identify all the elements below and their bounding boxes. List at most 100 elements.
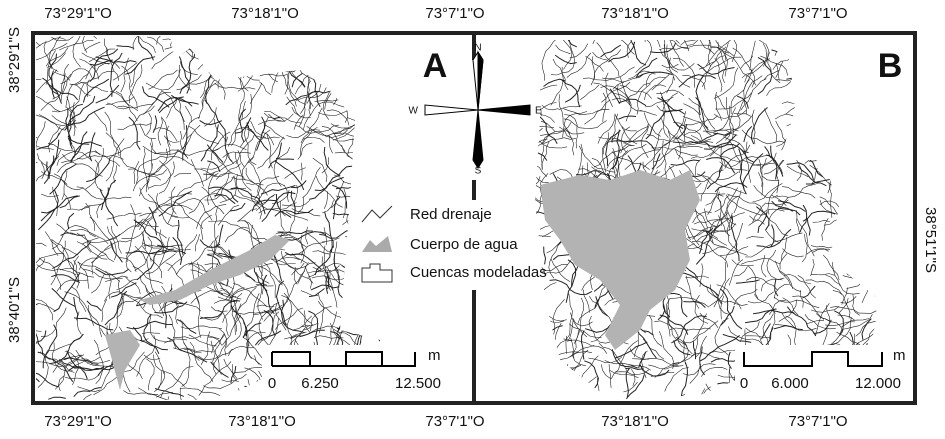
stream [208,186,239,203]
stream [310,306,332,332]
stream [615,341,648,359]
stream [546,329,554,357]
stream [783,274,812,285]
stream [383,331,406,339]
stream [796,144,830,152]
stream [284,65,293,95]
stream [867,160,880,188]
stream [157,116,163,146]
stream [206,144,224,163]
stream [720,306,735,326]
stream [565,335,567,354]
stream [91,273,105,294]
stream [47,143,92,161]
stream [619,85,652,99]
stream [41,171,68,185]
stream [321,126,346,152]
stream [356,85,380,101]
stream [66,350,88,380]
stream [825,274,860,295]
stream [38,189,59,231]
stream [37,350,49,388]
stream [213,348,233,375]
stream [241,93,252,120]
stream [796,218,815,257]
stream [701,366,728,377]
stream [675,148,701,182]
stream [367,135,380,145]
stream [646,134,670,142]
stream [645,96,674,108]
stream [840,318,870,328]
stream [61,247,79,256]
stream [802,210,836,222]
stream [211,188,247,194]
stream [846,265,871,289]
stream [120,57,129,93]
stream [539,121,572,136]
stream [232,364,238,382]
legend-symbol [362,236,392,252]
stream [320,54,345,95]
stream [678,74,716,88]
stream [721,212,745,220]
stream [801,109,826,114]
stream [641,350,648,379]
stream [70,131,88,163]
stream [212,143,247,152]
scale-label: 6.000 [771,375,809,392]
stream [657,304,666,321]
stream [697,63,735,75]
stream [651,73,670,91]
stream [36,258,46,301]
stream [573,330,579,359]
stream [810,305,840,313]
stream [177,197,213,221]
stream [733,190,742,214]
stream [103,291,141,302]
stream [226,46,249,57]
stream [702,246,725,254]
stream [844,124,852,148]
stream [207,160,221,173]
stream [134,236,153,271]
stream [246,128,280,139]
stream [714,57,723,93]
stream [323,227,327,246]
stream [268,113,294,122]
stream [147,193,179,227]
stream [324,211,333,253]
stream [60,73,72,102]
stream [143,313,160,355]
stream [745,335,770,339]
stream [763,70,779,81]
stream [74,73,89,85]
stream [671,339,689,366]
stream [332,196,341,220]
stream [609,88,621,105]
stream [184,105,192,123]
stream [341,265,351,281]
stream [806,218,811,236]
stream [810,243,857,250]
stream [48,396,66,400]
stream [791,127,808,137]
stream [580,84,600,100]
stream [601,364,611,379]
stream [252,47,265,61]
stream [204,175,235,201]
scale-label: 0 [268,375,276,392]
stream [823,206,853,226]
stream [84,41,101,51]
stream [535,264,568,274]
stream [614,114,637,132]
stream [76,241,92,253]
stream [234,194,280,210]
stream [707,187,720,215]
stream [578,145,616,173]
stream [733,288,758,306]
stream [95,56,137,64]
stream [318,292,325,334]
stream [262,49,277,60]
stream [187,394,208,400]
